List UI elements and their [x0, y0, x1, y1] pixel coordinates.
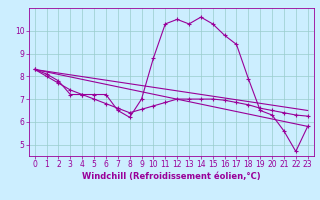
- X-axis label: Windchill (Refroidissement éolien,°C): Windchill (Refroidissement éolien,°C): [82, 172, 260, 181]
